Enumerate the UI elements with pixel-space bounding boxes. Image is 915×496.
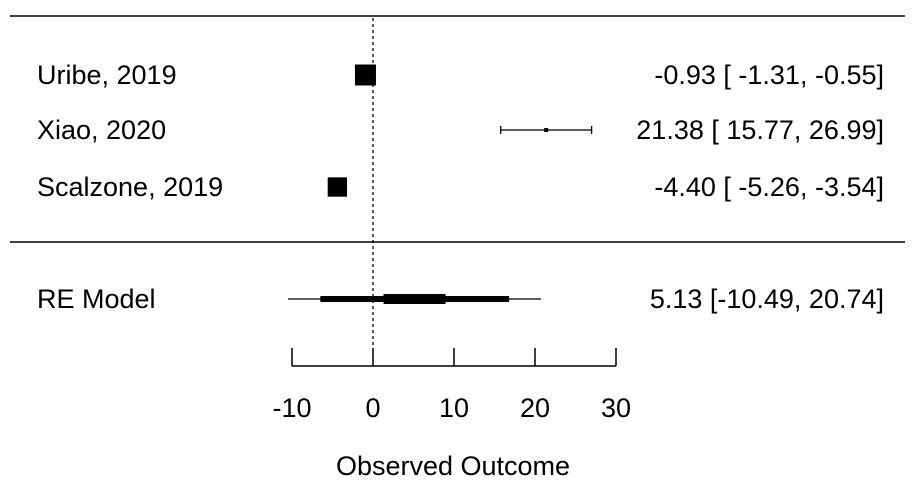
study-estimate-text: -0.93 [ -1.31, -0.55] bbox=[654, 60, 884, 90]
summary-label: RE Model bbox=[37, 284, 156, 314]
study-row: Scalzone, 2019 -4.40 [ -5.26, -3.54] bbox=[37, 172, 884, 202]
study-row: Xiao, 2020 21.38 [ 15.77, 26.99] bbox=[37, 115, 884, 145]
x-axis-label: Observed Outcome bbox=[336, 451, 570, 481]
study-label: Xiao, 2020 bbox=[37, 115, 166, 145]
study-estimate-text: -4.40 [ -5.26, -3.54] bbox=[654, 172, 884, 202]
study-row: Uribe, 2019 -0.93 [ -1.31, -0.55] bbox=[37, 60, 884, 90]
x-tick-label: 0 bbox=[365, 393, 380, 423]
x-tick-label: 30 bbox=[601, 393, 631, 423]
summary-core bbox=[383, 294, 446, 304]
study-point bbox=[327, 177, 348, 197]
study-estimate-text: 21.38 [ 15.77, 26.99] bbox=[636, 115, 884, 145]
study-label: Uribe, 2019 bbox=[37, 60, 177, 90]
x-tick-label: -10 bbox=[272, 393, 311, 423]
study-point bbox=[544, 128, 549, 132]
study-label: Scalzone, 2019 bbox=[37, 172, 223, 202]
x-tick-label: 10 bbox=[439, 393, 469, 423]
x-tick-label: 20 bbox=[520, 393, 550, 423]
study-point bbox=[354, 64, 376, 86]
summary-estimate-text: 5.13 [-10.49, 20.74] bbox=[650, 284, 884, 314]
